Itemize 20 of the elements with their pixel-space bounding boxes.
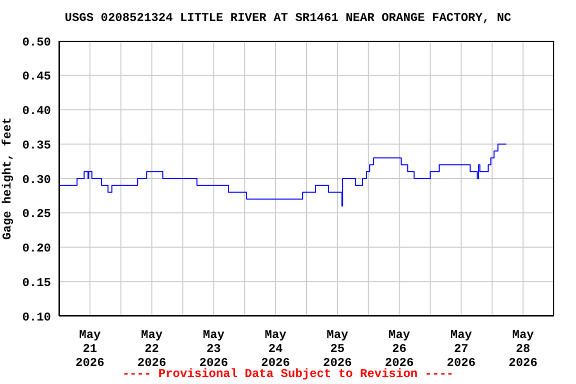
text: ---- Provisional Data Subject to Revision ----: [122, 367, 454, 381]
y-tick-label: 0.25: [22, 207, 51, 222]
x-tick-label: May 26 2026: [384, 328, 414, 370]
x-tick-label: May 22 2026: [137, 328, 166, 370]
x-tick-label: May 23 2026: [199, 328, 228, 370]
x-tick-label: May 21 2026: [76, 328, 104, 370]
y-tick-label: 0.50: [22, 35, 51, 50]
y-tick-label: 0.35: [22, 138, 51, 152]
x-tick-label: May 25 2026: [323, 328, 352, 370]
x-tick-label: May 24 2026: [261, 328, 290, 370]
y-axis-title: Gage height, feet: [0, 117, 14, 240]
y-tick-label: 0.20: [22, 242, 51, 256]
x-tick-label: May 27 2026: [446, 328, 476, 370]
y-tick-label: 0.15: [22, 276, 51, 290]
chart-title: USGS 0208521324 LITTLE RIVER AT SR1461 NEAR ORANGE FACTORY, NC: [64, 11, 512, 25]
y-tick-label: 0.40: [22, 104, 51, 118]
y-tick-label: 0.10: [22, 310, 51, 324]
x-tick-label: May 28 2026: [508, 328, 538, 370]
y-tick-label: 0.30: [22, 172, 51, 187]
y-tick-label: 0.45: [22, 70, 51, 84]
